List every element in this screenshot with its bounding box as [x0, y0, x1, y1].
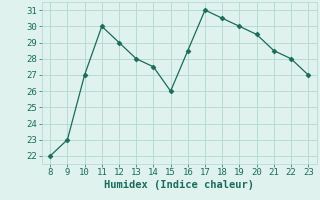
X-axis label: Humidex (Indice chaleur): Humidex (Indice chaleur) [104, 180, 254, 190]
